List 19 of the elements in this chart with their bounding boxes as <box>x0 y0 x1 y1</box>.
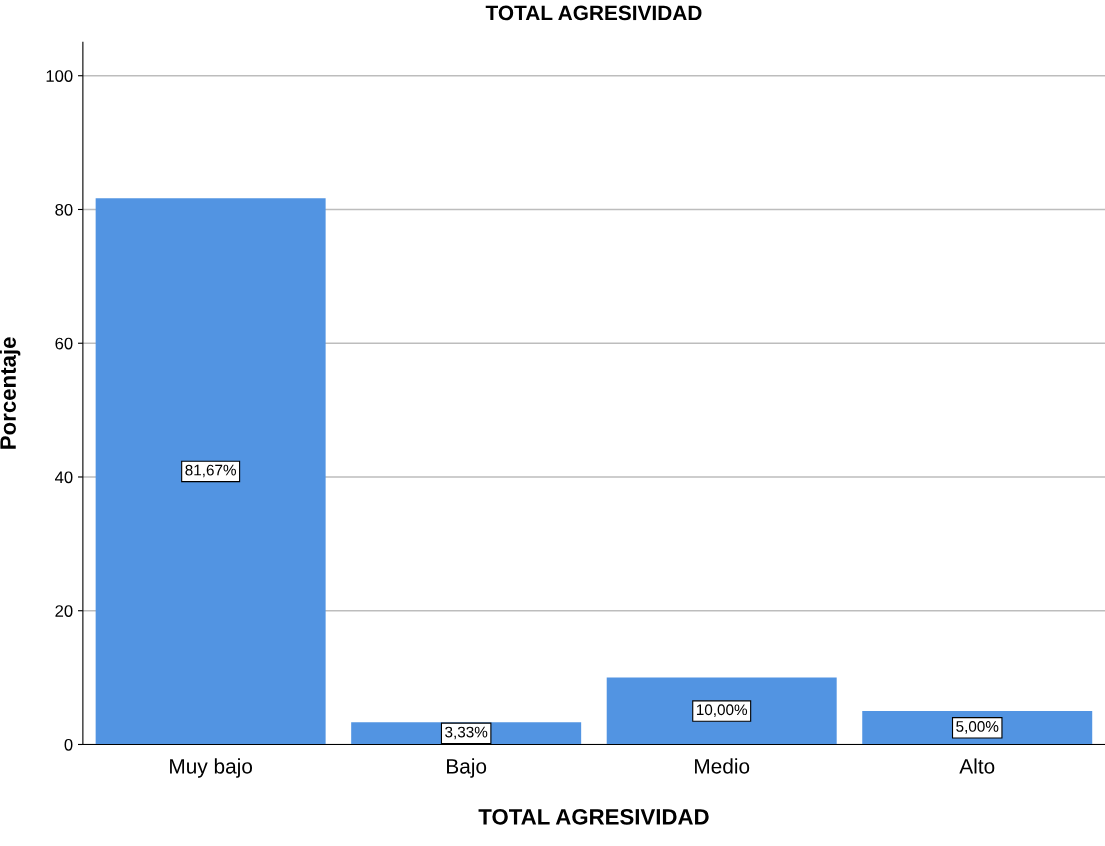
chart-title: TOTAL AGRESIVIDAD <box>485 5 702 21</box>
x-tick-label: Muy bajo <box>170 758 253 778</box>
bar <box>606 677 837 745</box>
bar <box>95 198 326 745</box>
x-tick-label: Bajo <box>447 758 487 778</box>
x-axis-title: TOTAL AGRESIVIDAD <box>478 808 709 825</box>
y-tick-label: 20 <box>55 605 73 617</box>
y-tick-label: 100 <box>46 70 73 82</box>
x-tick-label: Medio <box>695 758 750 774</box>
data-label: 3,33% <box>445 726 488 740</box>
y-tick-label: 60 <box>55 337 73 350</box>
y-tick-label: 80 <box>55 203 73 216</box>
x-tick-label: Alto <box>959 758 995 774</box>
y-tick-label: 40 <box>55 471 73 484</box>
data-label: 10,00% <box>696 704 748 717</box>
data-label: 5,00% <box>956 721 999 734</box>
y-tick-label: 0 <box>64 738 73 751</box>
data-label: 81,67% <box>185 464 237 478</box>
y-axis-title: Porcentaje <box>0 337 21 449</box>
